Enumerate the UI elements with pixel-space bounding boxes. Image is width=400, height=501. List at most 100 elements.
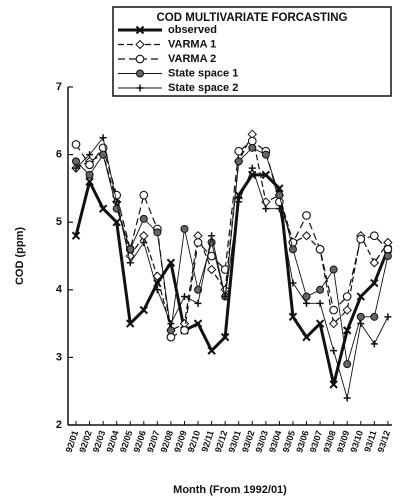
data-point xyxy=(329,380,338,389)
data-point xyxy=(207,346,216,355)
data-point xyxy=(194,285,203,294)
series-line xyxy=(75,137,389,399)
legend-label: State space 2 xyxy=(168,82,238,94)
legend-marker xyxy=(136,84,144,92)
data-point xyxy=(208,232,216,240)
data-point xyxy=(167,320,175,328)
legend-marker xyxy=(136,69,144,78)
legend-label: VARMA 1 xyxy=(168,38,216,50)
data-point xyxy=(234,157,243,166)
data-point xyxy=(193,319,203,328)
y-tick-label: 6 xyxy=(56,149,62,161)
data-point xyxy=(180,326,189,335)
y-tick-label: 4 xyxy=(56,284,63,296)
data-point xyxy=(85,170,94,179)
data-point xyxy=(248,143,257,152)
y-axis-label: COD (ppm) xyxy=(14,227,26,285)
data-point xyxy=(357,320,365,328)
data-point xyxy=(140,238,148,246)
data-point xyxy=(302,211,311,220)
legend-label: VARMA 2 xyxy=(168,53,216,65)
data-point xyxy=(153,228,162,237)
data-point xyxy=(180,293,188,301)
x-axis-label: Month (From 1992/01) xyxy=(173,484,287,496)
data-point xyxy=(342,305,352,315)
y-tick-label: 2 xyxy=(56,419,62,431)
data-point xyxy=(139,214,148,223)
data-point xyxy=(113,198,121,206)
data-point xyxy=(206,264,217,275)
data-point xyxy=(303,299,311,307)
data-point xyxy=(275,184,284,193)
data-point xyxy=(234,146,244,156)
data-point xyxy=(248,170,257,180)
data-point xyxy=(302,332,311,342)
data-point xyxy=(261,170,271,180)
data-point xyxy=(234,190,243,200)
data-point xyxy=(71,231,81,240)
data-point xyxy=(342,326,352,335)
data-point xyxy=(369,258,380,268)
data-point xyxy=(356,312,365,321)
data-point xyxy=(166,326,175,335)
legend-marker xyxy=(135,39,145,50)
data-point xyxy=(342,292,352,301)
data-point xyxy=(72,157,80,166)
data-point xyxy=(316,299,324,307)
data-point xyxy=(370,340,378,348)
y-tick-label: 5 xyxy=(56,216,62,228)
data-point xyxy=(193,238,203,247)
data-point xyxy=(98,204,108,213)
series-line xyxy=(74,173,390,386)
data-point xyxy=(369,231,379,241)
data-point xyxy=(248,164,256,172)
legend-title: COD MULTIVARIATE FORCASTING xyxy=(156,12,347,24)
data-point xyxy=(71,140,81,149)
data-point xyxy=(194,299,202,307)
data-point xyxy=(329,305,338,315)
legend-marker xyxy=(135,25,145,35)
data-point xyxy=(85,160,94,170)
data-point xyxy=(316,285,325,294)
data-point xyxy=(72,164,80,172)
data-point xyxy=(126,319,135,328)
data-point xyxy=(384,313,392,321)
data-point xyxy=(139,231,149,241)
series-line xyxy=(75,147,389,365)
data-point xyxy=(152,271,163,281)
data-point xyxy=(301,231,312,241)
data-point xyxy=(86,151,94,159)
legend-box xyxy=(112,6,392,97)
data-point xyxy=(329,265,338,274)
data-point xyxy=(153,286,161,294)
data-point xyxy=(356,234,366,244)
data-point xyxy=(112,217,121,227)
data-point xyxy=(221,293,229,301)
data-point xyxy=(166,258,176,267)
data-point xyxy=(180,224,189,233)
data-point xyxy=(262,205,270,213)
data-point xyxy=(235,198,243,206)
data-point xyxy=(275,205,283,213)
data-point xyxy=(330,347,338,355)
data-point xyxy=(166,332,176,342)
data-point xyxy=(288,245,297,254)
data-point xyxy=(85,177,94,186)
data-point xyxy=(288,312,298,322)
data-point xyxy=(289,279,297,287)
legend-label: State space 1 xyxy=(168,67,238,79)
data-point xyxy=(315,244,325,254)
data-point xyxy=(139,305,149,315)
legend-label: observed xyxy=(168,24,217,36)
y-tick-label: 7 xyxy=(56,81,62,93)
data-point xyxy=(126,245,135,254)
data-point xyxy=(343,360,352,369)
data-point xyxy=(247,136,257,146)
data-point xyxy=(139,190,149,200)
data-point xyxy=(370,312,379,321)
data-point xyxy=(99,150,108,159)
data-point xyxy=(343,394,351,402)
data-point xyxy=(261,150,270,159)
data-point xyxy=(328,318,339,329)
